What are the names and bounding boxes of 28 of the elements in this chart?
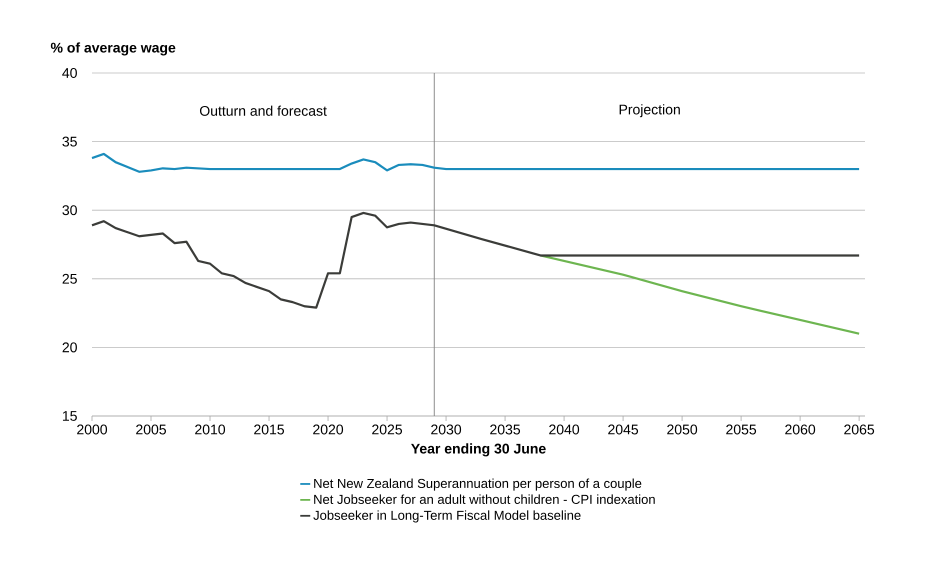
x-tick-label: 2030 bbox=[431, 424, 462, 434]
y-tick-label: 35 bbox=[62, 136, 77, 147]
x-tick-label: 2065 bbox=[844, 424, 874, 434]
x-tick-label: 2015 bbox=[254, 424, 284, 434]
x-axis-title: Year ending 30 June bbox=[411, 443, 546, 456]
x-tick-label: 2020 bbox=[313, 424, 344, 434]
x-tick-label: 2005 bbox=[136, 424, 166, 434]
x-tick-label: 2010 bbox=[195, 424, 226, 434]
y-tick-label: 15 bbox=[62, 411, 77, 421]
x-tick-label: 2040 bbox=[549, 424, 580, 434]
legend-label: Net Jobseeker for an adult without children - CPI indexation bbox=[314, 494, 655, 504]
legend-label: Jobseeker in Long-Term Fiscal Model baseline bbox=[313, 510, 581, 522]
y-tick-label: 20 bbox=[62, 342, 77, 352]
x-tick-label: 2035 bbox=[490, 424, 520, 434]
x-tick-label: 2060 bbox=[785, 424, 816, 434]
x-tick-label: 2050 bbox=[667, 424, 698, 434]
y-tick-label: 40 bbox=[62, 68, 77, 78]
x-tick-label: 2025 bbox=[372, 424, 402, 434]
y-axis-title: % of average wage bbox=[50, 42, 176, 56]
line-series bbox=[539, 254, 860, 335]
annotation: Projection bbox=[620, 104, 680, 118]
x-tick-label: 2000 bbox=[77, 424, 108, 434]
annotation: Outturn and forecast bbox=[200, 106, 327, 116]
y-tick-label: 30 bbox=[62, 205, 77, 216]
y-tick-label: 25 bbox=[62, 274, 77, 284]
legend-label: Net New Zealand Superannuation per person of a couple bbox=[314, 478, 642, 491]
x-tick-label: 2045 bbox=[608, 424, 638, 434]
x-tick-label: 2055 bbox=[726, 424, 756, 434]
